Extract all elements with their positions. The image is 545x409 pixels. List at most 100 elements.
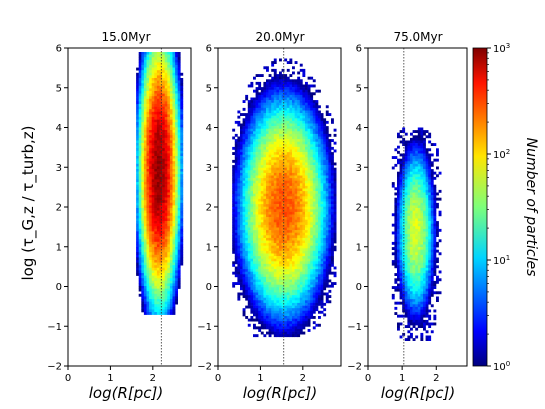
- density-bin: [258, 139, 262, 142]
- density-bin: [175, 260, 178, 263]
- density-bin: [253, 185, 256, 189]
- density-bin: [281, 222, 285, 226]
- density-bin: [242, 245, 246, 249]
- density-bin: [320, 136, 324, 140]
- density-bin: [232, 198, 236, 202]
- density-bin: [266, 123, 269, 127]
- density-bin: [149, 267, 152, 271]
- density-bin: [320, 256, 324, 259]
- density-bin: [268, 201, 272, 205]
- density-bin: [255, 115, 259, 119]
- density-bin: [286, 209, 290, 213]
- density-bin: [320, 128, 324, 132]
- density-bin: [299, 110, 303, 114]
- density-bin: [258, 165, 262, 168]
- y-tick-label: 3: [56, 163, 62, 174]
- density-bin: [299, 123, 303, 127]
- density-bin: [289, 271, 293, 275]
- density-bin: [234, 271, 238, 275]
- density-bin: [266, 100, 269, 103]
- density-bin: [266, 167, 269, 171]
- density-bin: [136, 239, 139, 243]
- density-bin: [286, 141, 290, 145]
- density-bin: [234, 224, 238, 228]
- density-bin: [245, 250, 249, 254]
- density-bin: [260, 224, 264, 228]
- density-bin: [294, 146, 298, 150]
- density-bin: [164, 96, 168, 100]
- density-bin: [266, 193, 269, 197]
- density-bin: [294, 118, 298, 122]
- density-bin: [258, 211, 262, 215]
- density-bin: [294, 175, 298, 179]
- density-bin: [240, 282, 243, 285]
- density-bin: [286, 162, 290, 166]
- density-bin: [266, 282, 269, 285]
- density-bin: [247, 113, 251, 116]
- density-bin: [276, 120, 280, 124]
- density-bin: [266, 243, 269, 246]
- density-bin: [333, 224, 337, 228]
- density-bin: [271, 222, 275, 226]
- density-bin: [177, 130, 181, 133]
- density-bin: [146, 109, 150, 113]
- density-bin: [154, 83, 158, 87]
- density-bin: [138, 72, 142, 76]
- density-bin: [297, 149, 301, 153]
- density-bin: [247, 165, 251, 168]
- density-bin: [167, 143, 171, 146]
- density-bin: [175, 231, 178, 235]
- density-bin: [310, 209, 314, 213]
- density-bin: [331, 209, 334, 213]
- density-bin: [156, 189, 160, 193]
- density-bin: [328, 289, 332, 293]
- density-bin: [177, 156, 181, 159]
- density-bin: [260, 240, 264, 244]
- density-bin: [258, 222, 262, 226]
- density-bin: [143, 145, 147, 149]
- density-bin: [307, 128, 311, 132]
- density-bin: [253, 297, 256, 301]
- density-bin: [141, 299, 145, 302]
- density-bin: [276, 188, 280, 192]
- density-bin: [146, 140, 150, 144]
- density-bin: [279, 297, 282, 301]
- density-bin: [276, 133, 280, 137]
- density-bin: [156, 205, 160, 209]
- density-bin: [297, 118, 301, 122]
- density-bin: [284, 167, 288, 171]
- density-bin: [136, 88, 139, 92]
- density-bin: [310, 97, 314, 101]
- density-bin: [151, 182, 155, 185]
- density-bin: [258, 118, 262, 122]
- density-bin: [268, 240, 272, 244]
- density-bin: [258, 107, 262, 111]
- density-bin: [175, 101, 178, 105]
- density-bin: [302, 204, 306, 207]
- density-bin: [242, 237, 246, 241]
- density-bin: [320, 250, 324, 254]
- density-bin: [138, 226, 142, 230]
- density-bin: [253, 222, 256, 226]
- density-bin: [242, 206, 246, 210]
- density-bin: [180, 111, 184, 115]
- y-tick-label: 0: [56, 282, 62, 293]
- density-bin: [156, 62, 160, 66]
- density-bin: [156, 127, 160, 131]
- density-bin: [151, 88, 155, 92]
- density-bin: [273, 115, 277, 119]
- density-bin: [247, 279, 251, 283]
- density-bin: [302, 170, 306, 174]
- density-bin: [143, 93, 147, 97]
- density-bin: [328, 224, 332, 228]
- density-bin: [141, 67, 145, 71]
- density-bin: [164, 83, 168, 87]
- density-bin: [177, 169, 181, 172]
- density-bin: [149, 200, 152, 204]
- density-bin: [240, 172, 243, 176]
- density-bin: [266, 105, 269, 109]
- density-bin: [271, 139, 275, 142]
- density-bin: [180, 179, 184, 183]
- density-bin: [149, 143, 152, 146]
- density-bin: [258, 157, 262, 161]
